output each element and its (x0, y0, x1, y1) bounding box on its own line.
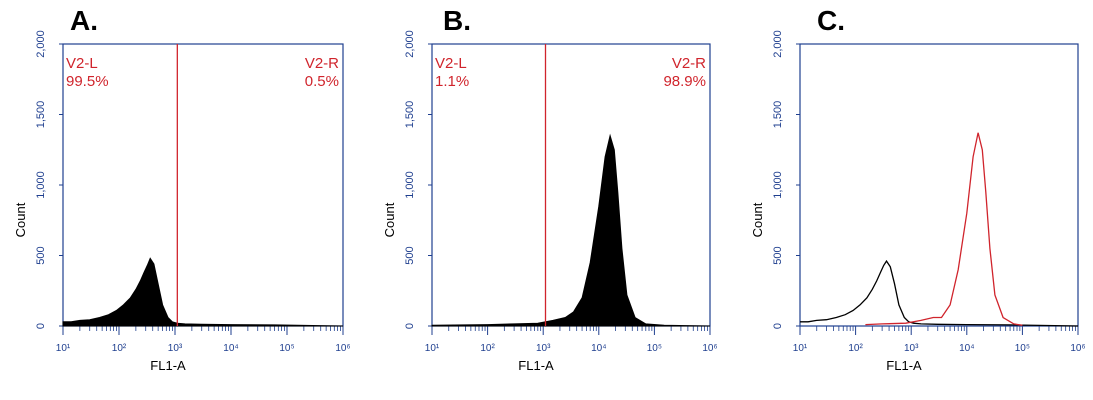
x-tick-label: 10⁵ (1015, 343, 1030, 354)
x-tick-label: 10⁴ (591, 343, 606, 354)
panel-label: B. (443, 5, 471, 36)
y-axis-title: Count (13, 202, 28, 237)
y-tick-label: 2,000 (772, 30, 784, 58)
x-tick-label: 10⁶ (1070, 343, 1085, 354)
y-axis-title: Count (382, 202, 397, 237)
y-tick-label: 1,500 (772, 101, 784, 129)
x-tick-label: 10³ (168, 343, 183, 354)
gate-right-percent: 98.9% (663, 73, 706, 90)
histogram-panel-a: A. 0 500 1,000 1,500 2,000 10¹ 10² 10³ 10⁴ 10⁵ 10⁶ F… (13, 5, 351, 373)
x-tick-label: 10² (480, 343, 495, 354)
y-axis-title: Count (750, 202, 765, 237)
y-tick-label: 500 (35, 246, 47, 264)
y-tick-label: 1,000 (404, 171, 416, 199)
y-tick-label: 2,000 (404, 30, 416, 58)
x-axis-title: FL1-A (518, 358, 554, 373)
x-tick-label: 10⁵ (279, 343, 294, 354)
y-tick-label: 0 (35, 323, 47, 329)
histogram-line-series-1 (865, 132, 1023, 326)
histogram-panel-c: C. 0 500 1,000 1,500 2,000 10¹ 10² 10³ 10⁴ 10⁵ 10⁶ F… (750, 5, 1086, 373)
x-axis-title: FL1-A (886, 358, 922, 373)
y-tick-label: 1,500 (35, 101, 47, 129)
x-tick-label: 10² (112, 343, 127, 354)
panel-label: C. (817, 5, 845, 36)
x-tick-label: 10¹ (793, 343, 808, 354)
x-tick-label: 10³ (904, 343, 919, 354)
y-tick-label: 0 (404, 323, 416, 329)
y-tick-label: 500 (404, 246, 416, 264)
y-tick-label: 1,000 (772, 171, 784, 199)
gate-left-percent: 99.5% (66, 73, 109, 90)
x-tick-label: 10¹ (56, 343, 71, 354)
gate-left-percent: 1.1% (435, 73, 469, 90)
histogram-fill-series (431, 133, 711, 327)
x-tick-label: 10⁶ (702, 343, 717, 354)
histogram-fill-series (62, 257, 344, 327)
y-tick-label: 0 (772, 323, 784, 329)
gate-left-name: V2-L (435, 55, 467, 72)
gate-left-name: V2-L (66, 55, 98, 72)
gate-right-name: V2-R (672, 55, 706, 72)
gate-right-percent: 0.5% (305, 73, 339, 90)
panel-label: A. (70, 5, 98, 36)
x-tick-label: 10¹ (425, 343, 440, 354)
plot-frame (799, 43, 1079, 327)
x-tick-label: 10⁴ (223, 343, 238, 354)
y-tick-label: 1,500 (404, 101, 416, 129)
histogram-panel-b: B. 0 500 1,000 1,500 2,000 10¹ 10² 10³ 10⁴ 10⁵ 10⁶ F… (382, 5, 718, 373)
y-tick-label: 500 (772, 246, 784, 264)
x-tick-label: 10⁴ (959, 343, 974, 354)
x-tick-label: 10³ (536, 343, 551, 354)
y-tick-label: 2,000 (35, 30, 47, 58)
x-tick-label: 10⁶ (335, 343, 350, 354)
x-tick-label: 10² (848, 343, 863, 354)
x-axis-title: FL1-A (150, 358, 186, 373)
x-tick-label: 10⁵ (647, 343, 662, 354)
gate-right-name: V2-R (305, 55, 339, 72)
histogram-line-series-0 (800, 259, 1079, 327)
y-tick-label: 1,000 (35, 171, 47, 199)
